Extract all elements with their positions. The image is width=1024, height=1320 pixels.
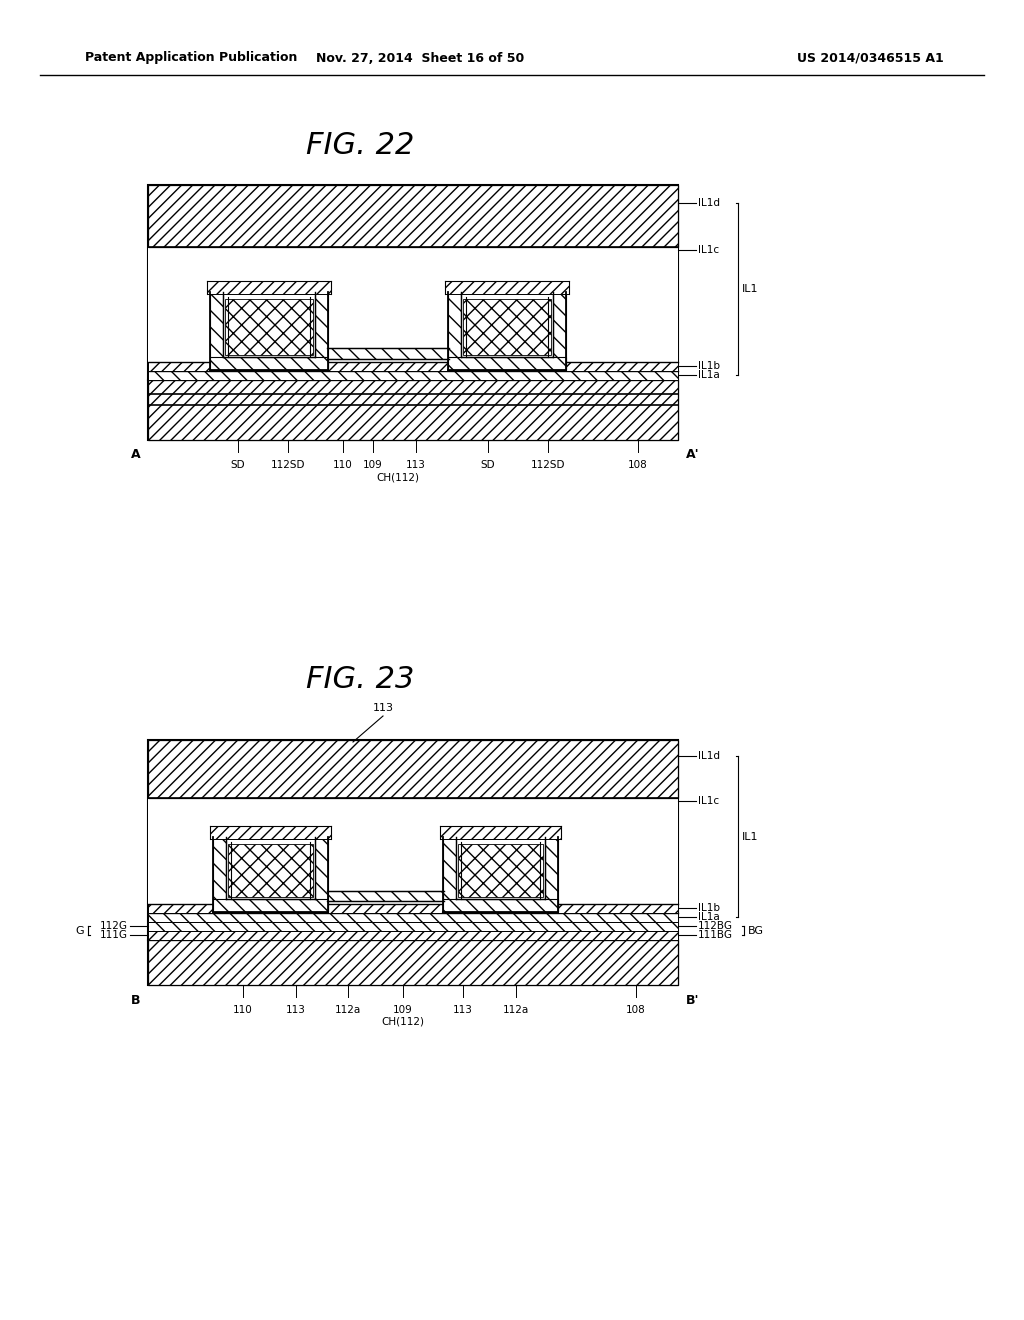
Bar xyxy=(148,741,678,985)
Bar xyxy=(148,380,678,440)
Text: 108: 108 xyxy=(626,1005,646,1015)
Bar xyxy=(148,921,678,931)
Text: 111G: 111G xyxy=(100,931,128,940)
Bar xyxy=(461,297,553,356)
Text: 112a: 112a xyxy=(335,1005,361,1015)
Bar xyxy=(148,741,678,799)
Bar xyxy=(443,837,456,912)
Bar xyxy=(545,837,558,912)
Bar xyxy=(315,837,328,912)
Bar xyxy=(458,843,543,898)
Bar xyxy=(449,292,461,370)
Bar xyxy=(228,843,313,898)
Text: 108: 108 xyxy=(628,459,648,470)
Text: 112a: 112a xyxy=(503,1005,529,1015)
Bar xyxy=(210,356,328,370)
Text: 113: 113 xyxy=(373,704,393,713)
Bar xyxy=(148,247,678,362)
Text: FIG. 22: FIG. 22 xyxy=(306,131,414,160)
Text: IL1: IL1 xyxy=(742,832,759,842)
Text: US 2014/0346515 A1: US 2014/0346515 A1 xyxy=(797,51,943,65)
Bar xyxy=(328,348,449,359)
Text: B': B' xyxy=(686,994,699,1006)
Text: IL1b: IL1b xyxy=(698,903,720,913)
Text: SD: SD xyxy=(480,459,496,470)
Text: G: G xyxy=(76,925,84,936)
Text: 113: 113 xyxy=(453,1005,473,1015)
Text: 111BG: 111BG xyxy=(698,931,733,940)
Text: CH(112): CH(112) xyxy=(382,1016,425,1027)
Text: IL1d: IL1d xyxy=(698,751,720,762)
Text: 113: 113 xyxy=(407,459,426,470)
Text: 113: 113 xyxy=(286,1005,306,1015)
Text: 110: 110 xyxy=(233,1005,253,1015)
Text: Patent Application Publication: Patent Application Publication xyxy=(85,51,297,65)
Bar xyxy=(443,899,558,912)
Text: IL1b: IL1b xyxy=(698,360,720,371)
Text: IL1: IL1 xyxy=(742,284,759,294)
Text: IL1a: IL1a xyxy=(698,370,720,380)
Bar xyxy=(148,904,678,913)
Bar xyxy=(148,362,678,371)
Bar xyxy=(463,300,551,355)
Text: 112G: 112G xyxy=(100,921,128,931)
Bar xyxy=(456,842,545,899)
Bar xyxy=(315,292,328,370)
Text: SD: SD xyxy=(230,459,246,470)
Bar xyxy=(148,940,678,985)
Text: 112BG: 112BG xyxy=(698,921,733,931)
Text: IL1c: IL1c xyxy=(698,246,719,255)
Text: FIG. 23: FIG. 23 xyxy=(306,665,414,694)
Text: IL1a: IL1a xyxy=(698,912,720,921)
Text: IL1d: IL1d xyxy=(698,198,720,209)
Text: 112SD: 112SD xyxy=(530,459,565,470)
Text: CH(112): CH(112) xyxy=(377,473,420,482)
Bar xyxy=(226,842,315,899)
Bar xyxy=(210,292,223,370)
Bar xyxy=(148,185,678,247)
Bar xyxy=(225,300,313,355)
Bar xyxy=(445,281,569,294)
Bar xyxy=(148,799,678,904)
Bar xyxy=(449,356,566,370)
Bar xyxy=(148,931,678,940)
Bar xyxy=(213,837,226,912)
Text: A': A' xyxy=(686,449,699,462)
Text: 109: 109 xyxy=(364,459,383,470)
Text: IL1c: IL1c xyxy=(698,796,719,807)
Text: BG: BG xyxy=(748,925,764,936)
Bar xyxy=(440,826,561,840)
Bar xyxy=(213,899,328,912)
Bar xyxy=(553,292,566,370)
Bar xyxy=(207,281,331,294)
Text: B: B xyxy=(131,994,140,1006)
Text: 109: 109 xyxy=(393,1005,413,1015)
Bar xyxy=(148,185,678,440)
Bar xyxy=(148,913,678,921)
Text: 110: 110 xyxy=(333,459,353,470)
Bar xyxy=(148,371,678,380)
Bar xyxy=(223,297,315,356)
Text: A: A xyxy=(131,449,141,462)
Text: Nov. 27, 2014  Sheet 16 of 50: Nov. 27, 2014 Sheet 16 of 50 xyxy=(315,51,524,65)
Text: 112SD: 112SD xyxy=(270,459,305,470)
Bar xyxy=(328,891,443,902)
Bar xyxy=(210,826,331,840)
